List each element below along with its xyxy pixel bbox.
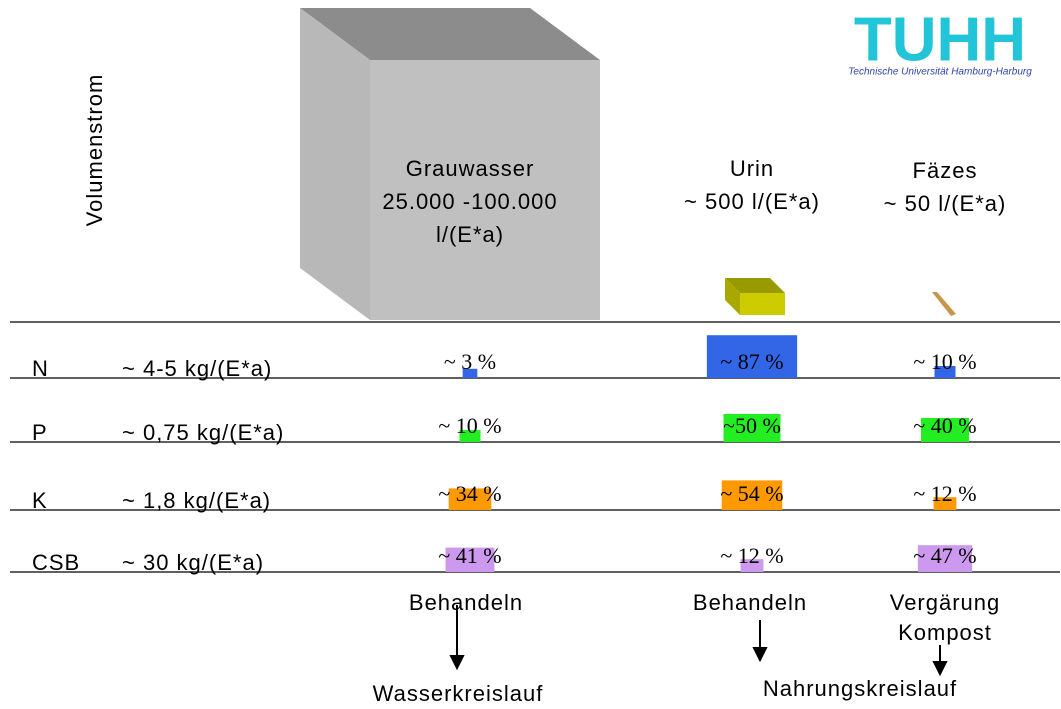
cycle-label: Wasserkreislauf [373, 681, 544, 706]
arrows [449, 605, 948, 677]
share-label: ~ 10 % [438, 413, 501, 438]
row-load: ~ 0,75 kg/(E*a) [122, 420, 284, 445]
output-label: Kompost [898, 620, 992, 645]
row-load: ~ 30 kg/(E*a) [122, 550, 264, 575]
share-bar [459, 430, 481, 442]
share-bar [934, 366, 956, 378]
urin-box-top [725, 278, 785, 293]
share-label: ~50 % [723, 413, 781, 438]
share-bar [445, 547, 495, 572]
cube-side [300, 8, 370, 320]
cube-top [300, 8, 600, 60]
share-label: ~ 12 % [913, 481, 976, 506]
logo-subtitle: Technische Universität Hamburg-Harburg [848, 67, 1032, 78]
share-bar [921, 418, 969, 442]
share-label: ~ 87 % [720, 349, 783, 374]
share-bar [933, 497, 957, 510]
urin-box-side [725, 278, 740, 315]
share-bar [740, 559, 764, 572]
share-label: ~ 41 % [438, 543, 501, 568]
cycle-label: Nahrungskreislauf [763, 676, 957, 701]
row-load: ~ 1,8 kg/(E*a) [122, 488, 271, 513]
row-load: ~ 4-5 kg/(E*a) [122, 356, 272, 381]
share-bar [462, 368, 478, 378]
column-label: 25.000 -100.000 [382, 189, 557, 214]
share-label: ~ 12 % [720, 543, 783, 568]
share-bar [723, 414, 781, 442]
row-name: CSB [32, 550, 80, 575]
column-label: ~ 50 l/(E*a) [884, 191, 1007, 216]
cube-front [370, 60, 600, 320]
axis-label: Volumenstrom [82, 74, 107, 227]
column-label: Grauwasser [406, 156, 535, 181]
row-name: P [32, 420, 48, 445]
share-bar [721, 480, 783, 510]
urin-box-front [740, 293, 785, 315]
column-label: Fäzes [913, 158, 978, 183]
share-label: ~ 40 % [913, 413, 976, 438]
share-label: ~ 10 % [913, 349, 976, 374]
column-label: Urin [730, 156, 774, 181]
column-label: l/(E*a) [436, 222, 504, 247]
share-label: ~ 54 % [720, 481, 783, 506]
output-label: Behandeln [409, 590, 523, 615]
share-bar [448, 488, 492, 510]
column-label: ~ 500 l/(E*a) [684, 189, 820, 214]
share-bar [917, 545, 973, 572]
row-name: K [32, 488, 48, 513]
logo: TUHH [854, 5, 1026, 74]
output-label: Behandeln [693, 590, 807, 615]
faeces-stick [932, 292, 956, 316]
share-label: ~ 3 % [444, 349, 496, 374]
output-label: Vergärung [890, 590, 1001, 615]
share-bar [706, 335, 798, 378]
share-label: ~ 47 % [913, 543, 976, 568]
row-name: N [32, 356, 49, 381]
share-label: ~ 34 % [438, 481, 501, 506]
